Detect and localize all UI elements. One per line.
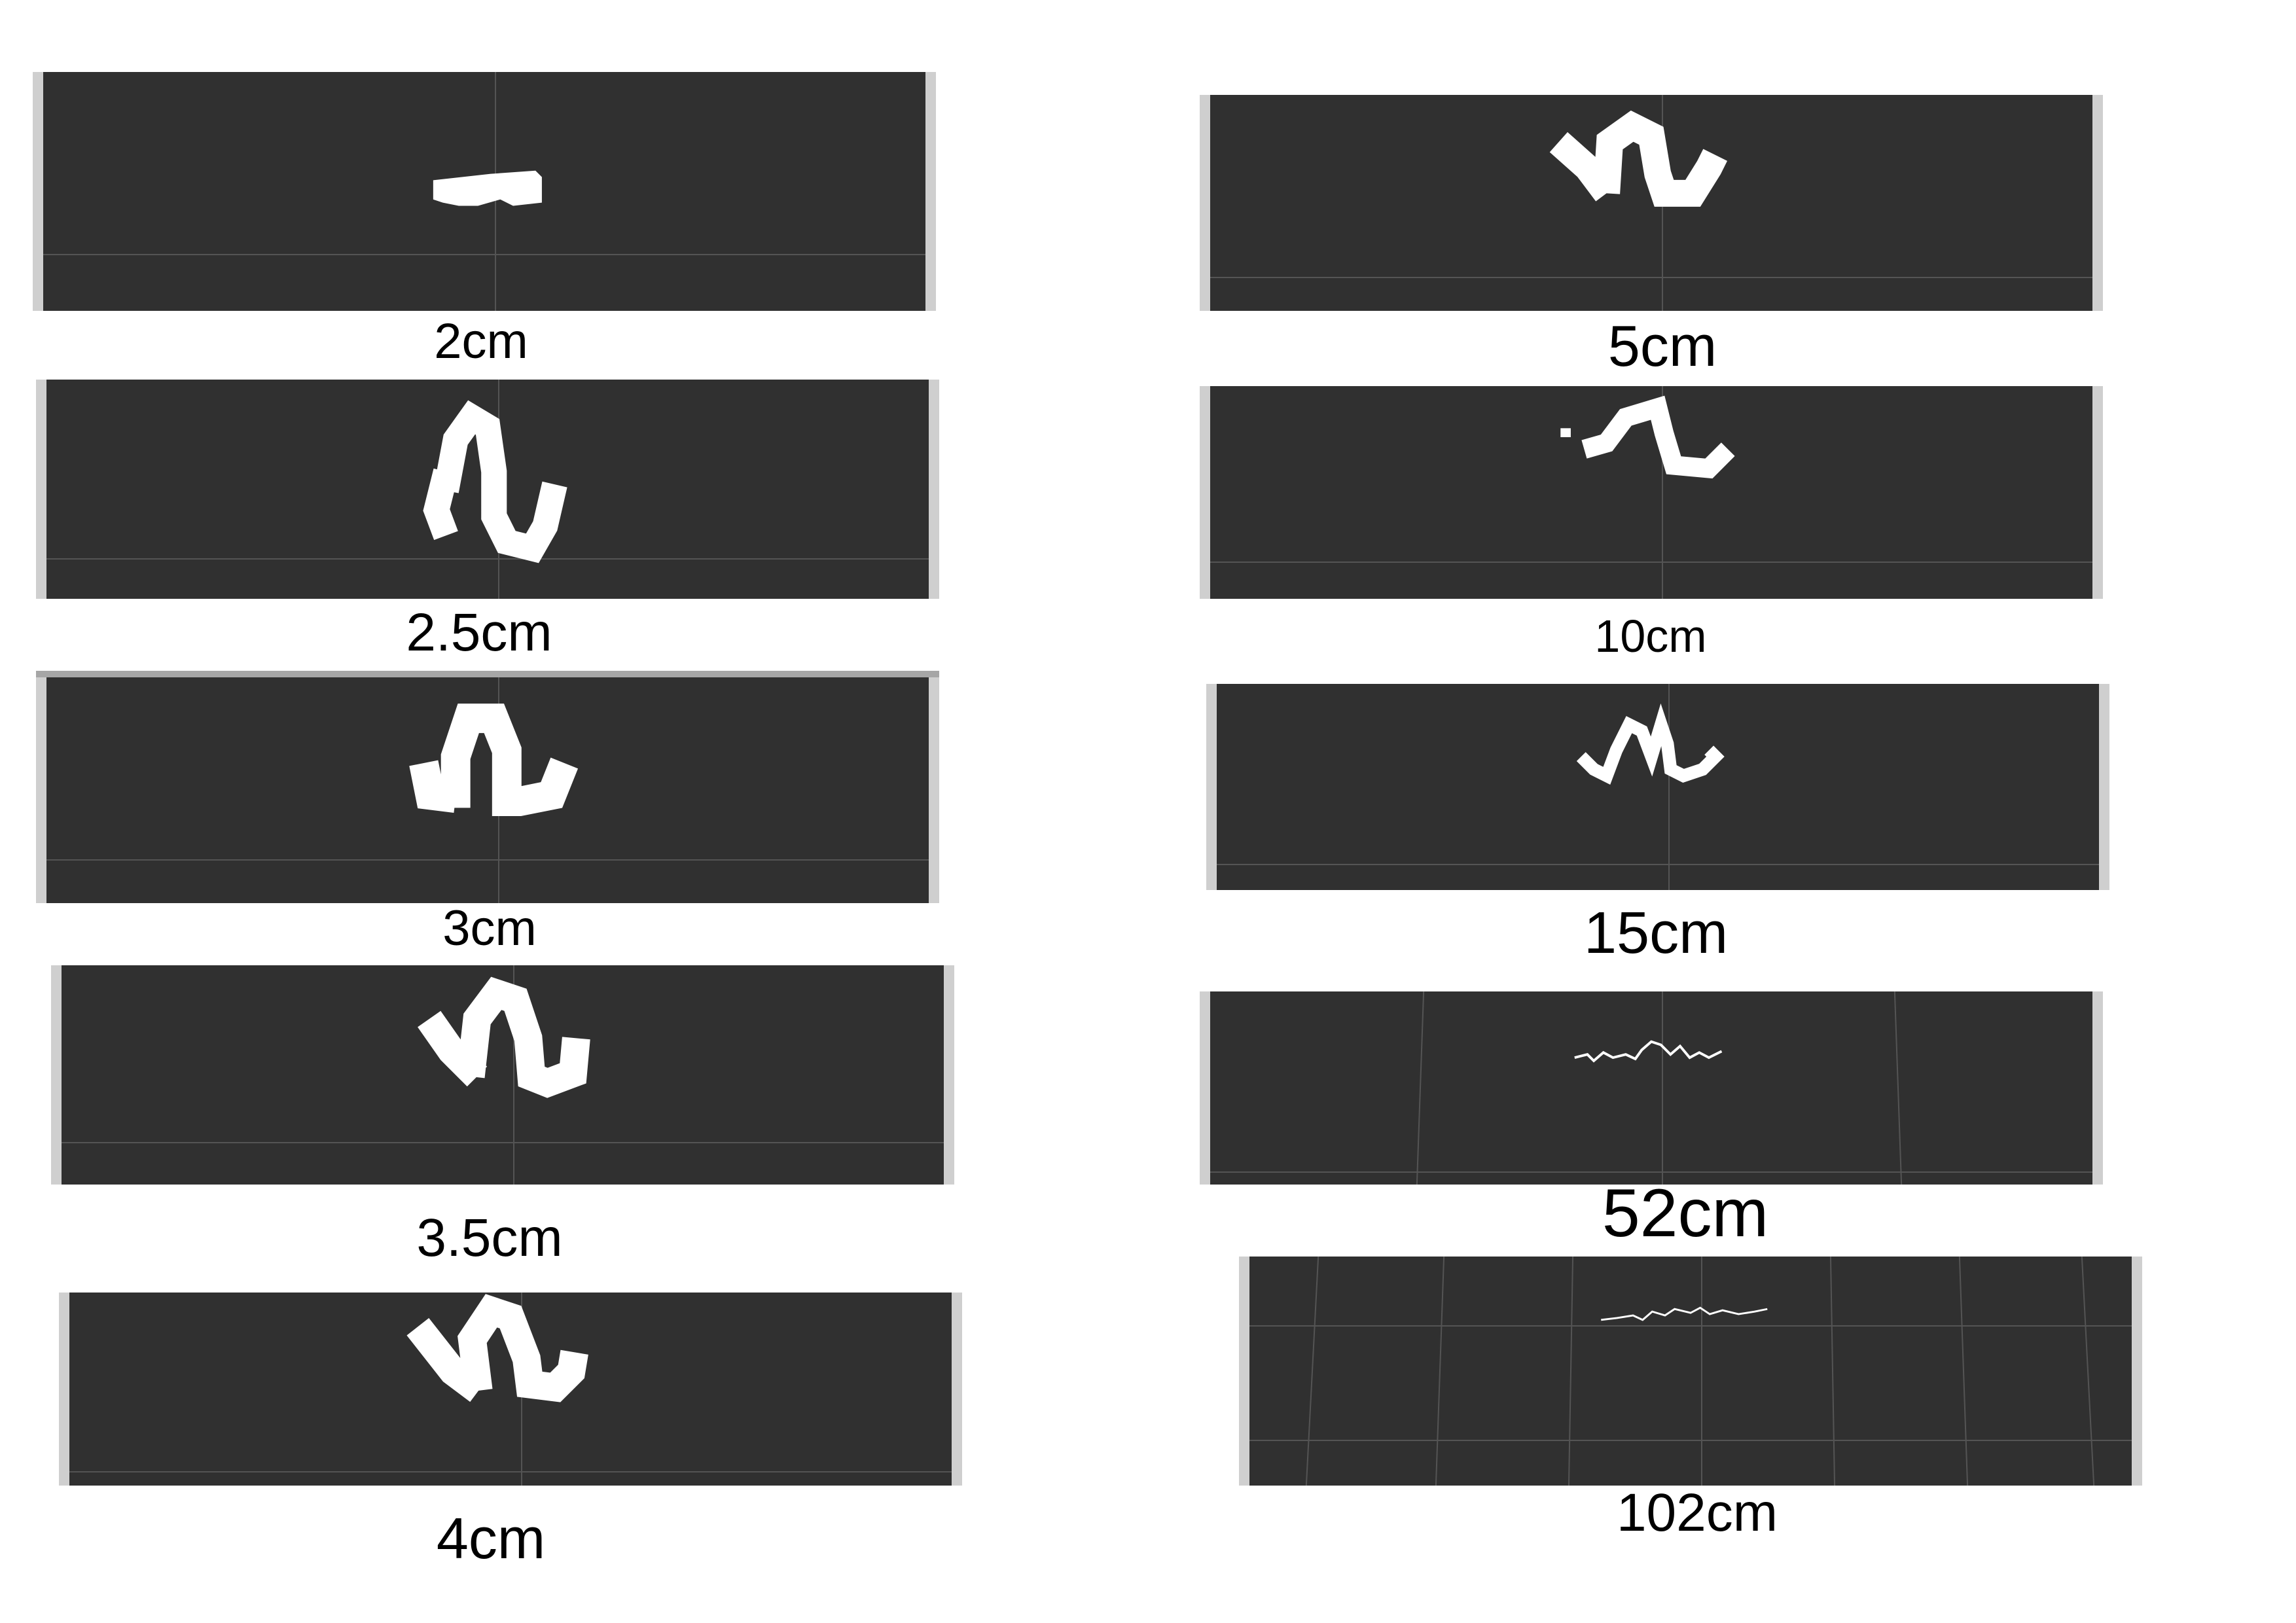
scan-panel-10cm <box>1200 386 2103 599</box>
gridline <box>1249 1325 2132 1327</box>
scan-shape-icon <box>1560 395 1735 479</box>
center-gridline <box>1662 386 1663 599</box>
center-gridline <box>513 965 514 1185</box>
scan-shape-icon <box>406 1294 588 1402</box>
scan-shape-icon <box>1576 703 1725 785</box>
scan-panel-102cm <box>1239 1257 2142 1486</box>
baseline-gridline <box>1210 277 2092 278</box>
baseline-gridline <box>46 558 929 560</box>
baseline-gridline <box>1210 1171 2092 1173</box>
center-gridline <box>1701 1257 1702 1486</box>
center-gridline <box>1668 684 1670 890</box>
caption-102cm: 102cm <box>1616 1483 1778 1543</box>
caption-2cm: 2cm <box>434 313 528 369</box>
scan-panel-2cm <box>33 72 936 311</box>
caption-5cm: 5cm <box>1607 313 1717 378</box>
scan-panel-2-5cm <box>36 380 939 599</box>
scan-shape-icon <box>423 400 567 563</box>
scan-panel-52cm <box>1200 991 2103 1185</box>
caption-15cm: 15cm <box>1583 901 1729 966</box>
scan-shape-icon <box>1601 1306 1768 1321</box>
scan-shape-icon <box>1549 110 1728 207</box>
scan-panel-15cm <box>1206 684 2109 890</box>
baseline-gridline <box>43 254 925 255</box>
caption-3cm: 3cm <box>442 901 537 956</box>
scan-panel-3cm <box>36 677 939 903</box>
caption-4cm: 4cm <box>436 1506 546 1571</box>
caption-10cm: 10cm <box>1594 611 1707 662</box>
scan-shape-icon <box>1574 1040 1723 1063</box>
panel-top-edge <box>36 671 939 677</box>
baseline-gridline <box>69 1471 952 1472</box>
baseline-gridline <box>46 859 929 861</box>
caption-52cm: 52cm <box>1602 1175 1769 1251</box>
scan-panel-5cm <box>1200 95 2103 311</box>
center-gridline <box>1662 991 1663 1185</box>
scan-panel-3-5cm <box>51 965 954 1185</box>
scan-shape-icon <box>418 976 590 1098</box>
scan-shape-icon <box>409 704 579 817</box>
baseline-gridline <box>1249 1440 2132 1441</box>
scan-shape-icon <box>433 170 542 206</box>
baseline-gridline <box>1210 562 2092 563</box>
baseline-gridline <box>1217 864 2099 865</box>
baseline-gridline <box>62 1142 944 1143</box>
scan-panel-4cm <box>59 1293 962 1486</box>
caption-2-5cm: 2.5cm <box>406 603 552 662</box>
caption-3-5cm: 3.5cm <box>416 1208 563 1268</box>
